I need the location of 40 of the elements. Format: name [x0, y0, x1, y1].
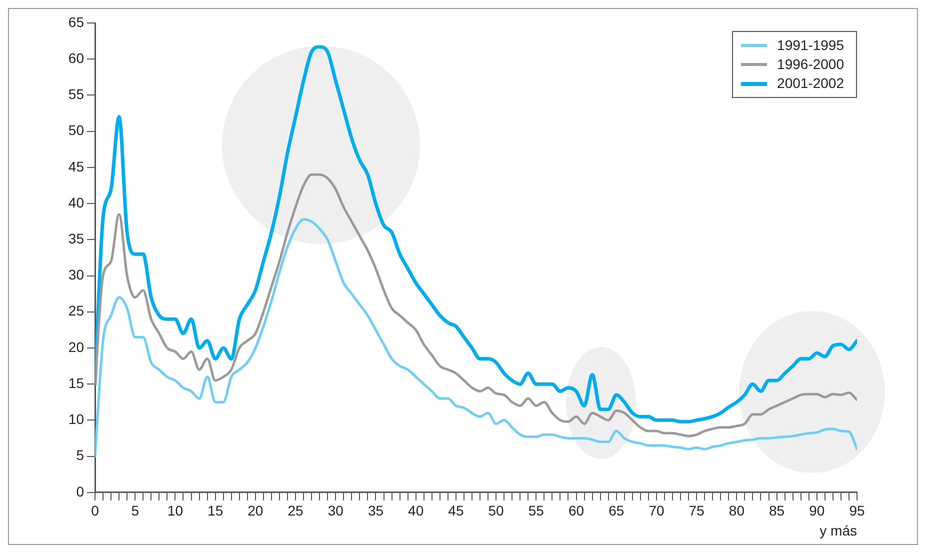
y-tick-label: 55 — [68, 86, 84, 102]
x-tick-label: 60 — [568, 502, 584, 519]
x-tick-label: 15 — [208, 502, 224, 519]
y-tick-label: 30 — [68, 266, 84, 283]
y-tick-label: 25 — [68, 302, 84, 319]
legend-label: 1991-1995 — [777, 36, 844, 55]
x-tick-label: 5 — [131, 502, 140, 519]
x-tick-label: 35 — [368, 502, 384, 519]
x-tick-label: 80 — [728, 502, 745, 519]
legend-label: 2001-2002 — [777, 74, 844, 93]
x-tick-label: 30 — [328, 502, 344, 519]
y-tick-label: 10 — [68, 411, 84, 428]
x-tick-label: 10 — [167, 502, 184, 519]
legend-label: 1996-2000 — [777, 55, 844, 74]
x-tick-label: 45 — [448, 502, 464, 519]
y-tick-label: 50 — [68, 122, 84, 138]
line-series — [95, 173, 857, 438]
x-tick-label: 25 — [288, 502, 304, 519]
y-tick-label: 20 — [68, 338, 84, 355]
y-tick-label: 35 — [68, 230, 84, 247]
x-tick-label: 40 — [408, 502, 424, 519]
x-tick-label: 70 — [648, 502, 664, 519]
x-tick-label: 90 — [809, 502, 825, 519]
x-axis-title: y más — [820, 522, 857, 538]
y-tick-label: 65 — [68, 14, 84, 30]
x-tick-label: 20 — [248, 502, 264, 519]
y-tick-label: 45 — [68, 158, 84, 174]
y-tick-label: 40 — [68, 194, 84, 210]
x-tick-label: 65 — [608, 502, 624, 519]
y-tick-label: 0 — [76, 483, 84, 500]
x-tick-label: 0 — [91, 502, 100, 519]
line-series — [95, 218, 857, 458]
y-tick-label: 5 — [76, 447, 84, 464]
y-tick-label: 60 — [68, 50, 84, 66]
x-tick-label: 75 — [688, 502, 705, 519]
x-tick-label: 85 — [769, 502, 785, 519]
x-tick-label: 50 — [488, 502, 504, 519]
x-tick-label: 95 — [849, 502, 865, 519]
x-tick-label: 55 — [528, 502, 544, 519]
y-tick-label: 15 — [68, 374, 84, 391]
